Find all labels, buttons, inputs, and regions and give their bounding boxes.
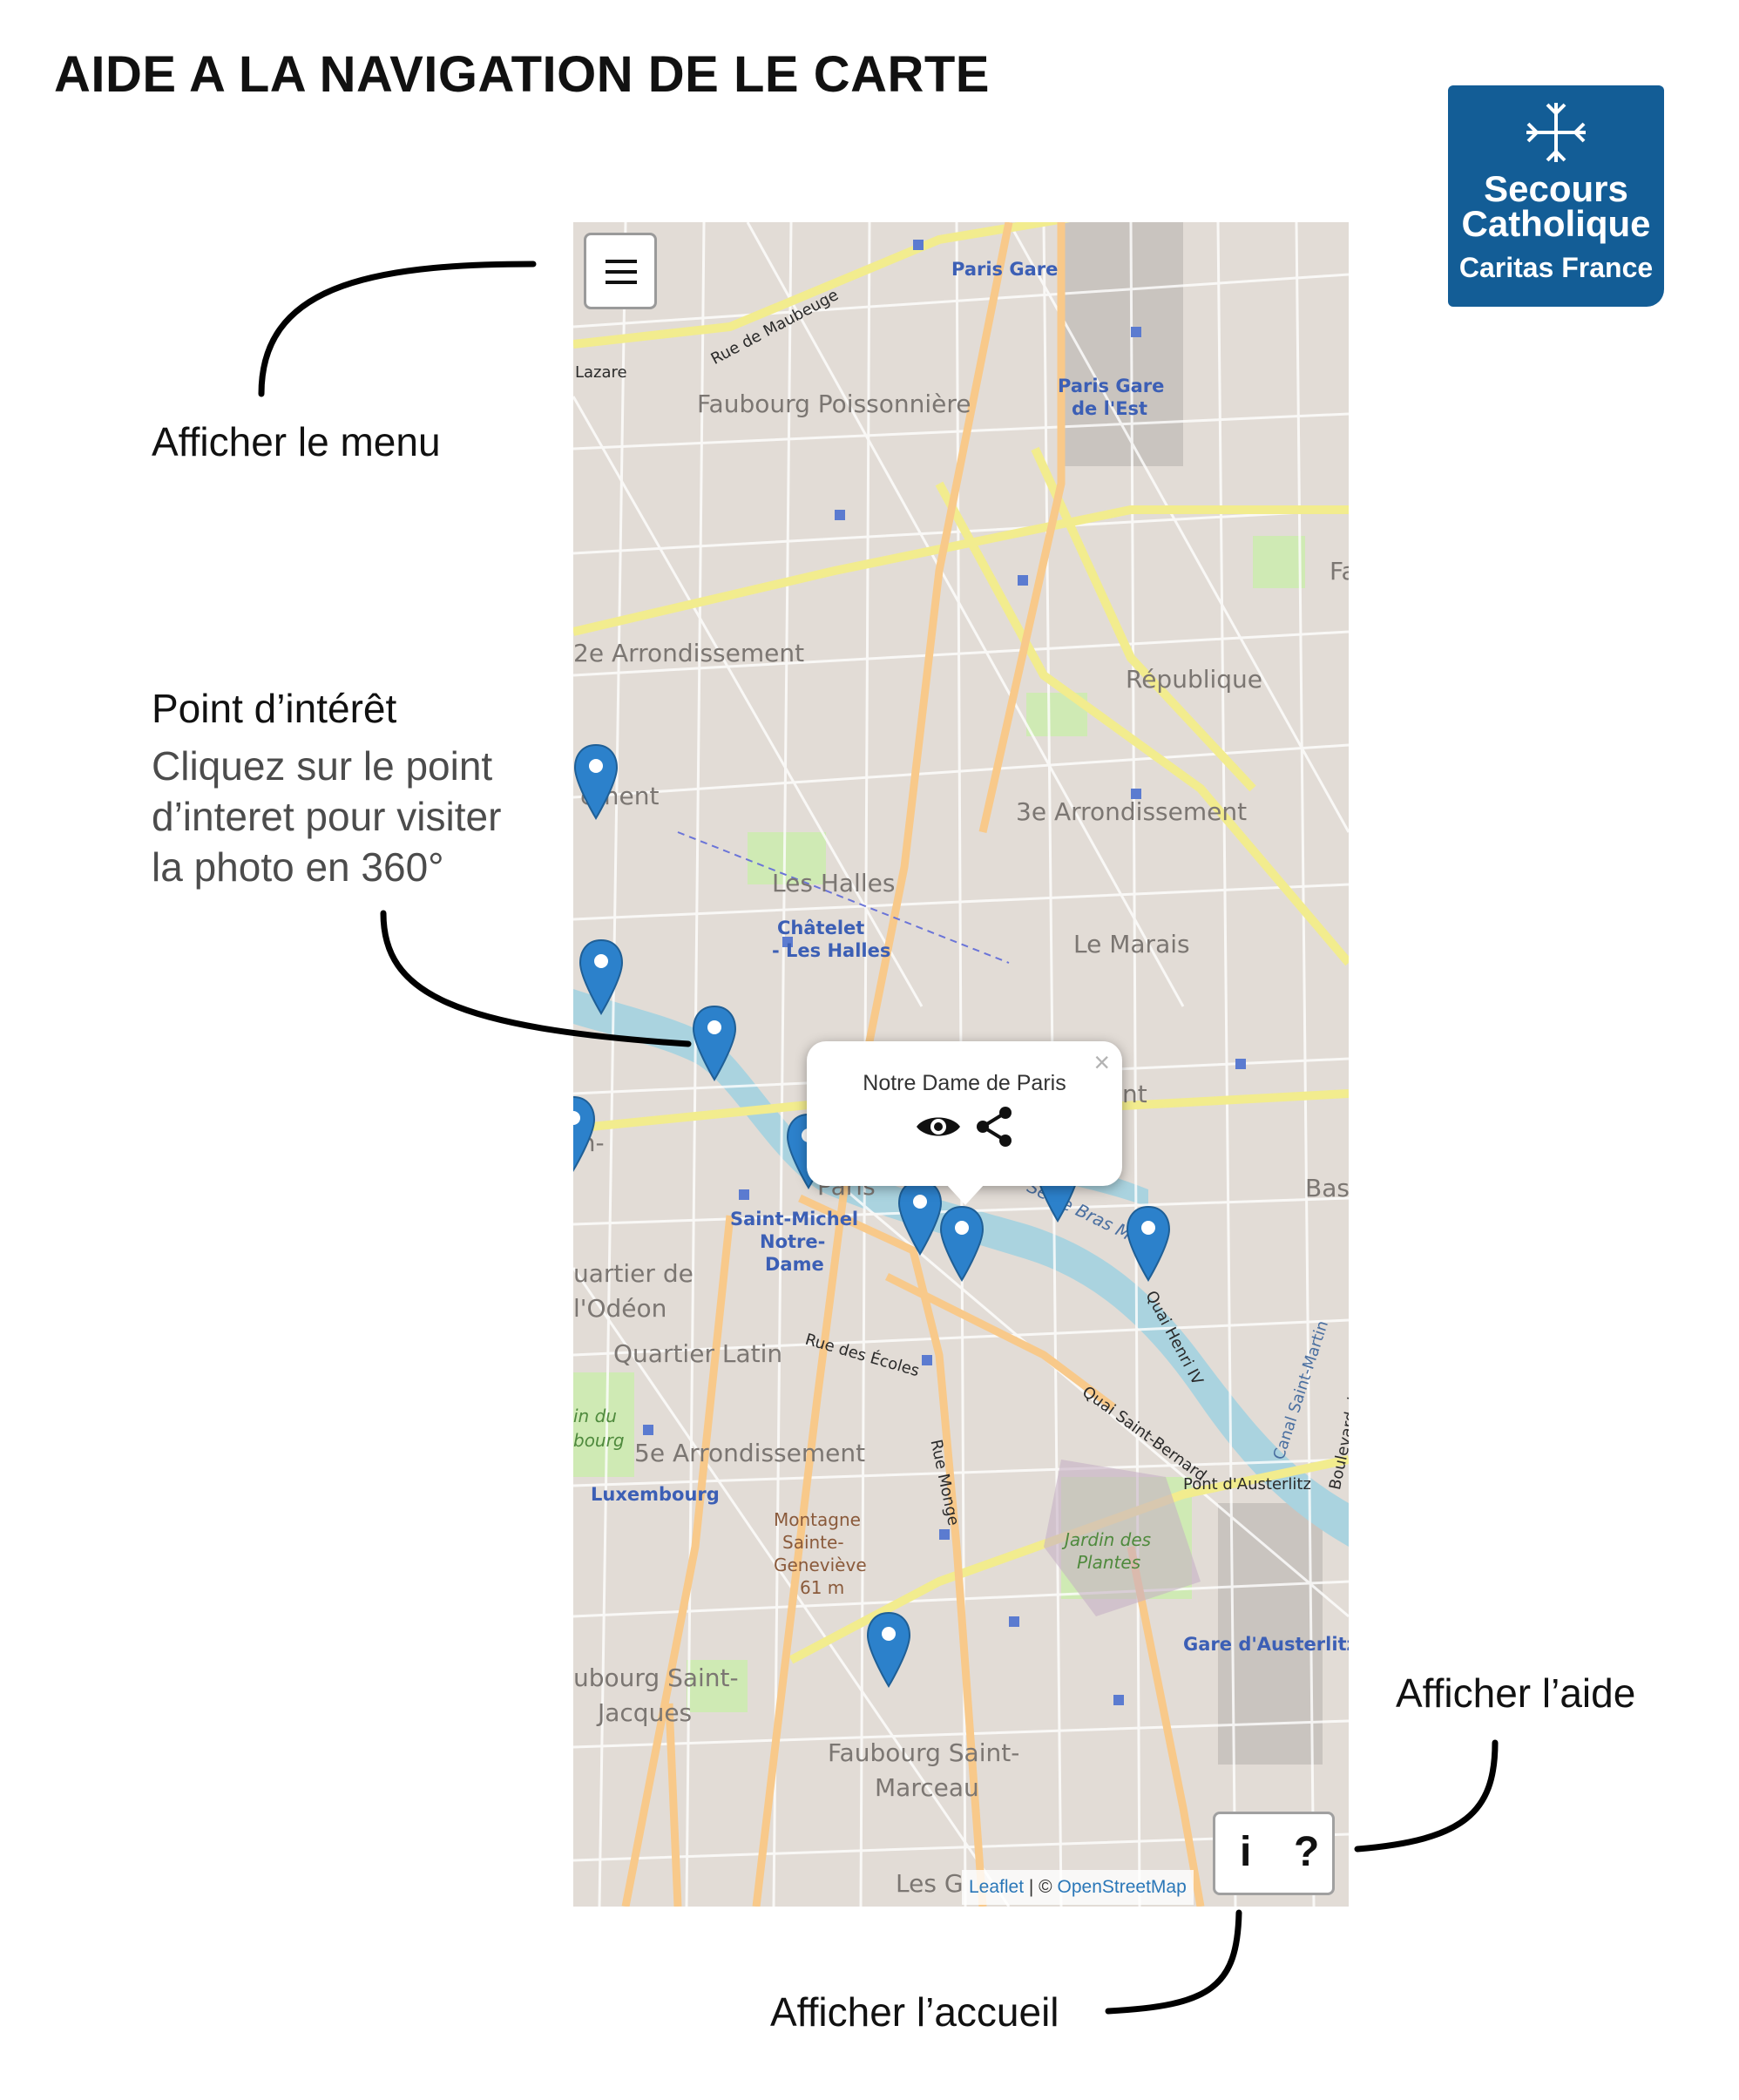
map-label: 2e Arrondissement: [573, 639, 805, 667]
osm-link[interactable]: OpenStreetMap: [1057, 1877, 1187, 1897]
map-label: uartier de: [573, 1259, 694, 1288]
logo-line-1: Secours: [1484, 168, 1628, 209]
map-label: Châtelet: [777, 918, 865, 938]
page-title: AIDE A LA NAVIGATION DE LE CARTE: [54, 46, 990, 103]
share-icon[interactable]: [974, 1106, 1014, 1148]
map-label: 61 m: [800, 1577, 845, 1598]
map-label: - Les Halles: [772, 940, 891, 961]
home-arrow: [1105, 1909, 1242, 2015]
menu-arrow: [258, 261, 537, 397]
map-attribution: Leaflet | © OpenStreetMap: [962, 1870, 1194, 1905]
map-label: Sainte-: [782, 1532, 844, 1553]
map-label: Dame: [765, 1254, 824, 1275]
map-label: Paris Gare: [951, 259, 1059, 280]
help-button[interactable]: ?: [1294, 1829, 1320, 1875]
map-label: Fa: [1330, 557, 1349, 586]
map-label: Faubourg Poissonnière: [697, 390, 971, 418]
annotation-help: Afficher l’aide: [1396, 1670, 1636, 1716]
eye-icon[interactable]: [915, 1109, 962, 1144]
cross-icon: [1526, 103, 1586, 162]
poi-arrow: [380, 910, 692, 1047]
poi-marker-selected[interactable]: [939, 1205, 985, 1282]
annotation-poi-line: d’interet pour visiter: [152, 794, 502, 839]
map-label: Montagne: [774, 1509, 861, 1530]
info-button[interactable]: i: [1240, 1829, 1252, 1875]
map-label: Marceau: [875, 1773, 979, 1802]
map-label: Jacques: [598, 1698, 693, 1727]
annotation-poi-line: la photo en 360°: [152, 844, 444, 890]
map-label: Gare d'Austerlitz: [1183, 1634, 1349, 1655]
poi-marker[interactable]: [897, 1179, 943, 1256]
poi-marker[interactable]: [1126, 1205, 1171, 1282]
map-label: République: [1126, 665, 1263, 694]
help-arrow: [1354, 1739, 1499, 1853]
map-label: bourg: [573, 1430, 625, 1451]
map-label: 5e Arrondissement: [634, 1439, 866, 1467]
menu-button[interactable]: [584, 233, 657, 309]
map-label: in du: [573, 1406, 617, 1426]
annotation-menu: Afficher le menu: [152, 419, 441, 464]
logo-line-2: Catholique: [1461, 203, 1651, 244]
poi-marker[interactable]: [573, 1095, 596, 1172]
map-label: Le Marais: [1073, 930, 1190, 959]
poi-marker[interactable]: [866, 1611, 911, 1688]
hamburger-icon-bar: [606, 281, 637, 284]
poi-marker[interactable]: [692, 1005, 737, 1081]
map-label: Bas: [1305, 1174, 1349, 1202]
map-label: Les G: [896, 1869, 964, 1898]
leaflet-link[interactable]: Leaflet: [969, 1877, 1025, 1897]
map-label: Luxembourg: [591, 1484, 720, 1505]
logo-line-3: Caritas France: [1458, 252, 1654, 283]
annotation-poi-desc: Cliquez sur le point d’interet pour visi…: [152, 741, 501, 892]
poi-marker[interactable]: [573, 743, 619, 820]
hamburger-icon: [606, 260, 637, 263]
map-label: Quartier Latin: [613, 1339, 783, 1368]
map-label: Lazare: [575, 363, 627, 382]
annotation-poi-title: Point d’intérêt: [152, 686, 397, 731]
close-icon[interactable]: ×: [1093, 1047, 1110, 1078]
map-label: 3e Arrondissement: [1016, 797, 1248, 826]
annotation-poi-line: Cliquez sur le point: [152, 743, 493, 789]
map-label: ubourg Saint-: [573, 1663, 739, 1692]
map-label: Jardin des: [1065, 1529, 1152, 1550]
info-help-control: i ?: [1213, 1812, 1335, 1895]
popup-title: Notre Dame de Paris: [863, 1071, 1066, 1095]
map-label: Les Halles: [772, 869, 896, 898]
map-label: Pont d'Austerlitz: [1183, 1475, 1311, 1494]
map-label: Saint-Michel: [730, 1209, 859, 1230]
poi-popup: × Notre Dame de Paris: [807, 1041, 1122, 1205]
map-label: Geneviève: [774, 1555, 867, 1575]
map-view[interactable]: Paris Gare Rue de Maubeuge Lazare Faubou…: [573, 222, 1349, 1907]
map-label: Paris Gare: [1058, 376, 1165, 396]
map-label: Faubourg Saint-: [828, 1738, 1020, 1767]
map-label: Notre-: [760, 1231, 826, 1252]
map-label: l'Odéon: [573, 1294, 667, 1323]
map-label: Plantes: [1077, 1552, 1141, 1573]
map-label: de l'Est: [1072, 398, 1148, 419]
secours-catholique-logo: Secours Catholique Caritas France: [1448, 85, 1664, 307]
poi-marker[interactable]: [579, 938, 624, 1015]
hamburger-icon-bar: [606, 270, 637, 274]
annotation-home: Afficher l’accueil: [770, 1989, 1059, 2035]
attribution-separator: | ©: [1024, 1877, 1058, 1897]
map-label: nt: [1122, 1080, 1147, 1108]
